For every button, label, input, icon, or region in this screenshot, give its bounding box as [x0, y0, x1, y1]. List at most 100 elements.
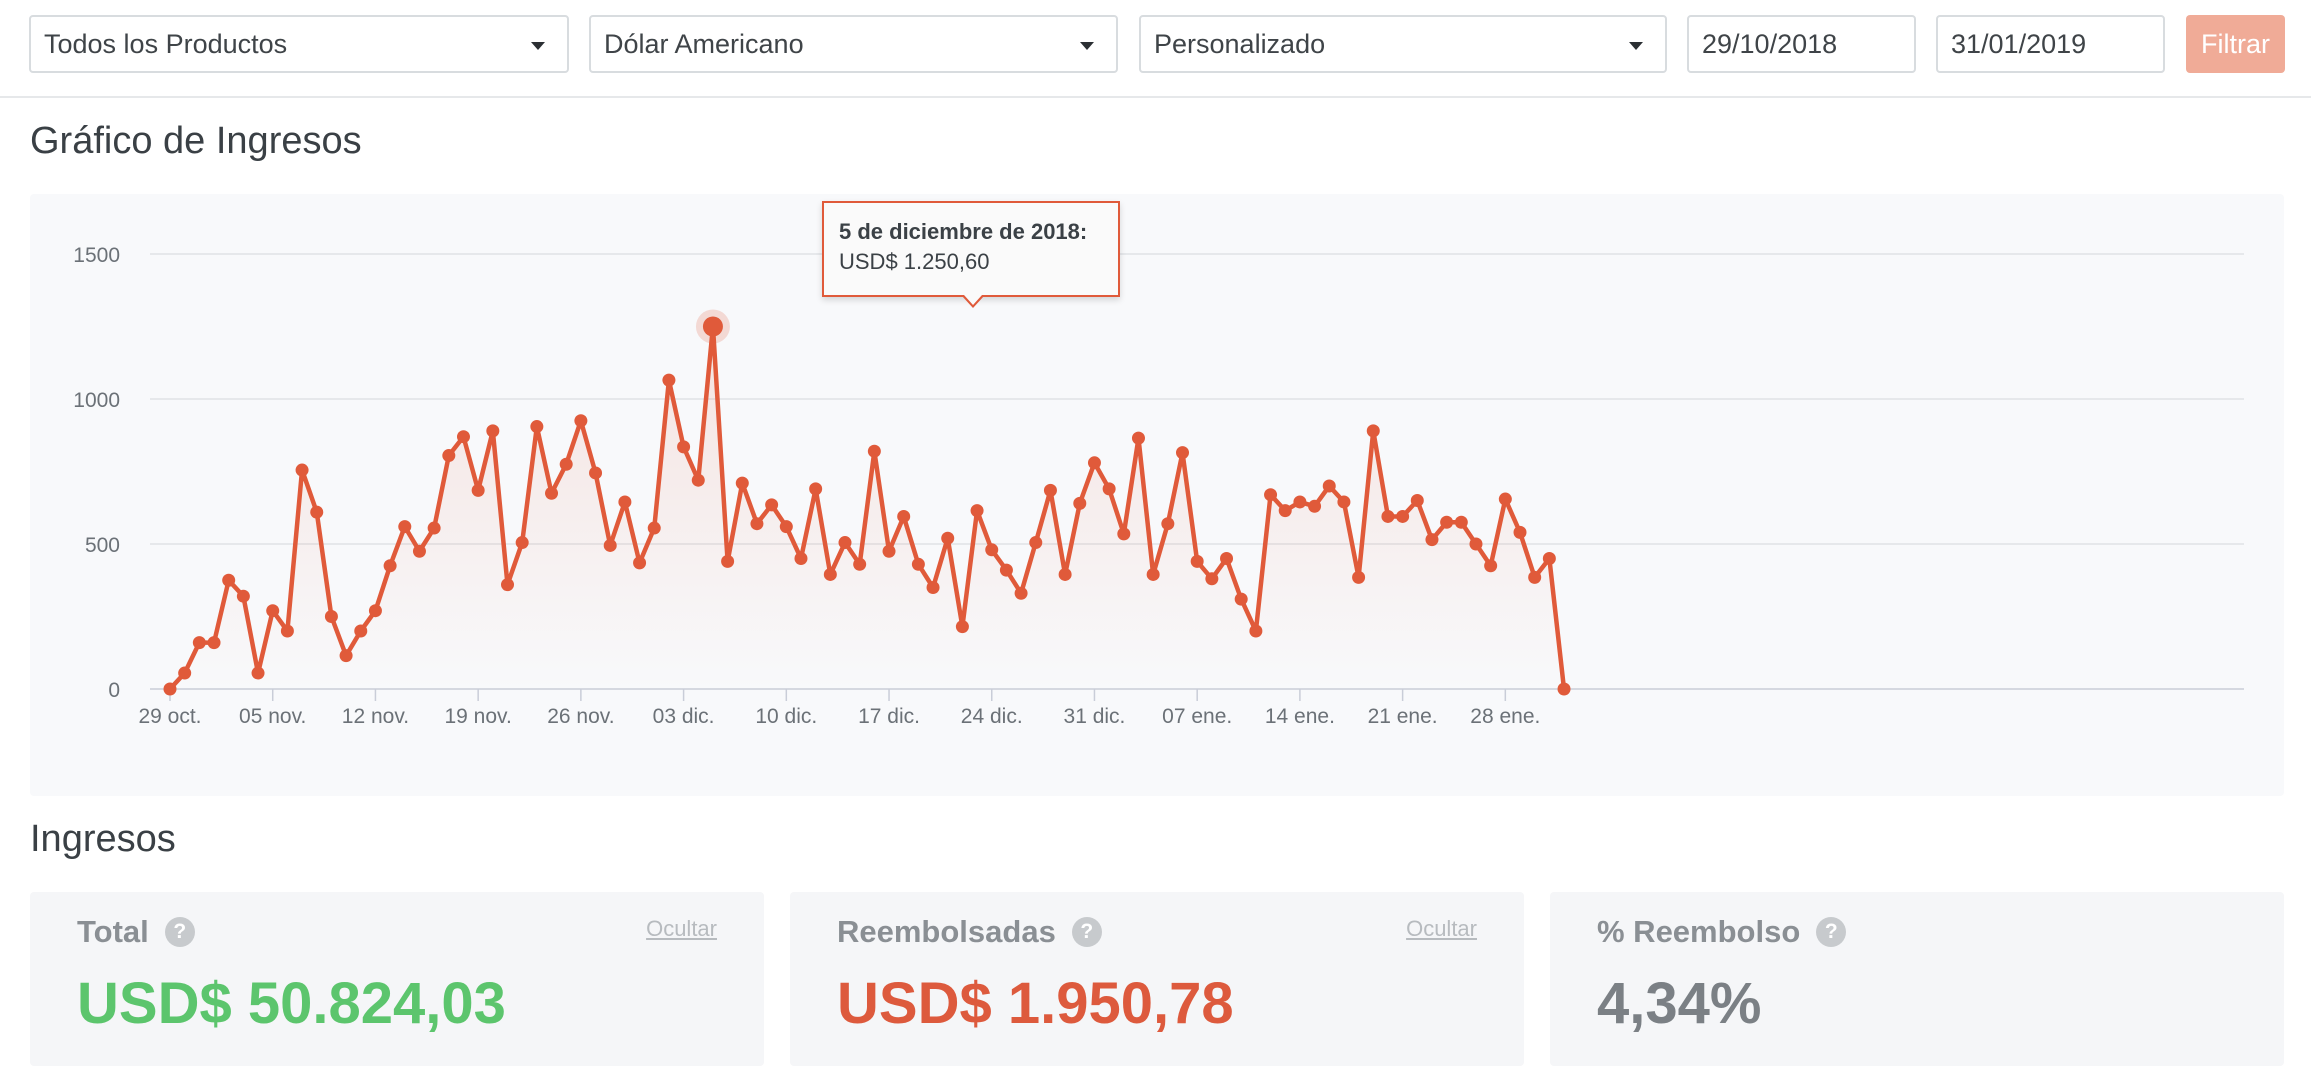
data-point [633, 556, 647, 570]
data-point [941, 531, 955, 545]
revenue-chart: 0 500 1000 1500 29 oct. 05 nov. 12 nov. 19 nov.… [30, 194, 2284, 796]
filter-button[interactable]: Filtrar [2186, 15, 2285, 73]
data-point [236, 589, 250, 603]
data-point [1454, 515, 1468, 529]
revenue-line-chart: 0 500 1000 1500 29 oct. 05 nov. 12 nov. 19 nov.… [73, 244, 2244, 728]
data-point [178, 666, 192, 680]
x-tick-label: 14 ene. [1265, 705, 1335, 728]
total-label-row: Total ? [77, 914, 195, 950]
data-point [691, 473, 705, 487]
data-point [1043, 483, 1057, 497]
data-point [456, 430, 470, 444]
refunded-card: Reembolsadas ? Ocultar USD$ 1.950,78 [790, 892, 1524, 1066]
data-point [603, 538, 617, 552]
tooltip-value: USD$ 1.250,60 [839, 249, 990, 274]
date-from-input[interactable]: 29/10/2018 [1687, 15, 1916, 73]
revenue-section-title: Ingresos [30, 818, 176, 860]
data-point [559, 457, 573, 471]
data-point [486, 424, 500, 438]
data-point [1528, 570, 1542, 584]
question-circle-icon[interactable]: ? [1816, 917, 1847, 947]
data-point [383, 559, 397, 573]
data-point [1117, 527, 1131, 541]
data-point [970, 504, 984, 518]
data-point [280, 624, 294, 638]
x-tick-label: 21 ene. [1368, 705, 1438, 728]
data-point [1542, 552, 1556, 565]
data-point [1440, 515, 1454, 529]
chart-tooltip: 5 de diciembre de 2018: USD$ 1.250,60 [822, 201, 1120, 308]
data-point [222, 573, 236, 587]
chart-section-title: Gráfico de Ingresos [30, 120, 362, 162]
highlight-point [702, 316, 723, 337]
data-point [1220, 552, 1234, 565]
data-point [1322, 479, 1336, 493]
hide-refunded-link[interactable]: Ocultar [1406, 916, 1477, 941]
data-point [1014, 586, 1028, 600]
data-point [823, 567, 837, 581]
refund-percent-card: % Reembolso ? 4,34% [1550, 892, 2284, 1066]
data-point [721, 554, 735, 568]
x-tick-label: 05 nov. [239, 705, 306, 728]
data-point [1087, 456, 1101, 470]
product-select-value: Todos los Productos [44, 28, 288, 59]
data-point [295, 463, 309, 477]
y-tick-label: 1500 [73, 244, 120, 267]
question-circle-icon[interactable]: ? [164, 917, 195, 947]
caret-down-icon [531, 42, 545, 50]
data-point [1337, 495, 1351, 509]
data-point [1234, 592, 1248, 606]
data-point [838, 536, 852, 550]
data-point [266, 604, 280, 618]
x-tick-label: 12 nov. [342, 705, 409, 728]
data-point [618, 495, 632, 509]
data-point [1190, 554, 1204, 568]
data-point [809, 482, 823, 496]
data-point [192, 636, 206, 650]
question-circle-icon[interactable]: ? [1071, 917, 1102, 947]
data-point [163, 682, 177, 696]
product-select[interactable]: Todos los Productos [29, 15, 569, 73]
data-point [339, 649, 353, 663]
date-to-input[interactable]: 31/01/2019 [1936, 15, 2165, 73]
data-point [1425, 533, 1439, 547]
data-point [1058, 567, 1072, 581]
data-point [471, 483, 485, 497]
data-point [1264, 488, 1278, 502]
y-tick-label: 0 [108, 679, 120, 702]
data-point [442, 449, 456, 463]
hide-total-link[interactable]: Ocultar [646, 916, 717, 941]
refund-percent-label: % Reembolso [1597, 914, 1801, 949]
data-point [1293, 495, 1307, 509]
x-tick-label: 17 dic. [858, 705, 920, 728]
data-point [735, 476, 749, 490]
data-point [207, 636, 221, 650]
data-point [1161, 517, 1175, 531]
x-tick-label: 31 dic. [1064, 705, 1126, 728]
date-range-select-value: Personalizado [1154, 28, 1326, 59]
date-from-value: 29/10/2018 [1702, 28, 1838, 59]
data-point [545, 486, 559, 500]
data-point [1073, 496, 1087, 510]
data-point [647, 521, 661, 535]
refunded-label: Reembolsadas [837, 914, 1056, 949]
data-point [501, 578, 515, 592]
data-point [1513, 525, 1527, 539]
currency-select[interactable]: Dólar Americano [589, 15, 1118, 73]
x-tick-label: 28 ene. [1470, 705, 1540, 728]
date-to-value: 31/01/2019 [1951, 28, 2087, 59]
data-point [911, 557, 925, 571]
data-point [1176, 446, 1190, 460]
data-point [1308, 499, 1322, 513]
data-point [779, 520, 793, 534]
data-point [1102, 482, 1116, 496]
data-point [310, 505, 324, 519]
data-point [999, 563, 1013, 577]
x-tick-label: 26 nov. [547, 705, 614, 728]
data-point [926, 581, 940, 594]
data-point [515, 536, 529, 550]
date-range-select[interactable]: Personalizado [1139, 15, 1667, 73]
data-point [1029, 536, 1043, 550]
x-tick-label: 10 dic. [755, 705, 817, 728]
data-point [412, 544, 426, 558]
